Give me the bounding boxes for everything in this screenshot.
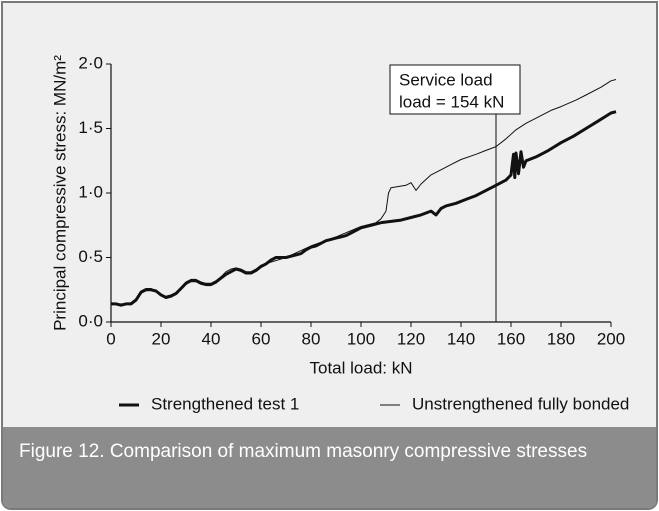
x-tick-label: 100 bbox=[347, 329, 375, 348]
x-tick-label: 140 bbox=[447, 329, 475, 348]
annotation-text: load = 154 kN bbox=[399, 92, 504, 111]
y-tick-label: 0·5 bbox=[78, 247, 103, 266]
annotation-text: Service load bbox=[399, 70, 493, 89]
y-tick-label: 1·5 bbox=[78, 118, 103, 137]
x-tick-label: 60 bbox=[252, 329, 271, 348]
y-tick-label: 1·0 bbox=[78, 182, 103, 201]
y-tick-label: 2·0 bbox=[78, 53, 103, 72]
x-axis-label: Total load: kN bbox=[310, 358, 413, 377]
x-tick-label: 120 bbox=[397, 329, 425, 348]
caption: Figure 12. Comparison of maximum masonry… bbox=[3, 427, 656, 508]
x-tick-label: 200 bbox=[597, 329, 625, 348]
y-tick-label: 0·0 bbox=[78, 311, 103, 330]
x-tick-label: 40 bbox=[202, 329, 221, 348]
x-tick-label: 80 bbox=[302, 329, 321, 348]
x-tick-label: 20 bbox=[152, 329, 171, 348]
series-line bbox=[110, 79, 617, 305]
series-line bbox=[111, 110, 617, 307]
x-tick-label: 180 bbox=[547, 329, 575, 348]
x-tick-label: 0 bbox=[106, 329, 115, 348]
legend-label: Strengthened test 1 bbox=[151, 394, 299, 413]
y-axis-label: Principal compressive stress: MN/m² bbox=[50, 55, 69, 331]
annotation-box bbox=[389, 64, 521, 115]
chart: Principal compressive stress: MN/m² Tota… bbox=[50, 53, 629, 413]
x-tick-label: 160 bbox=[497, 329, 525, 348]
legend-label: Unstrengthened fully bonded bbox=[412, 394, 629, 413]
